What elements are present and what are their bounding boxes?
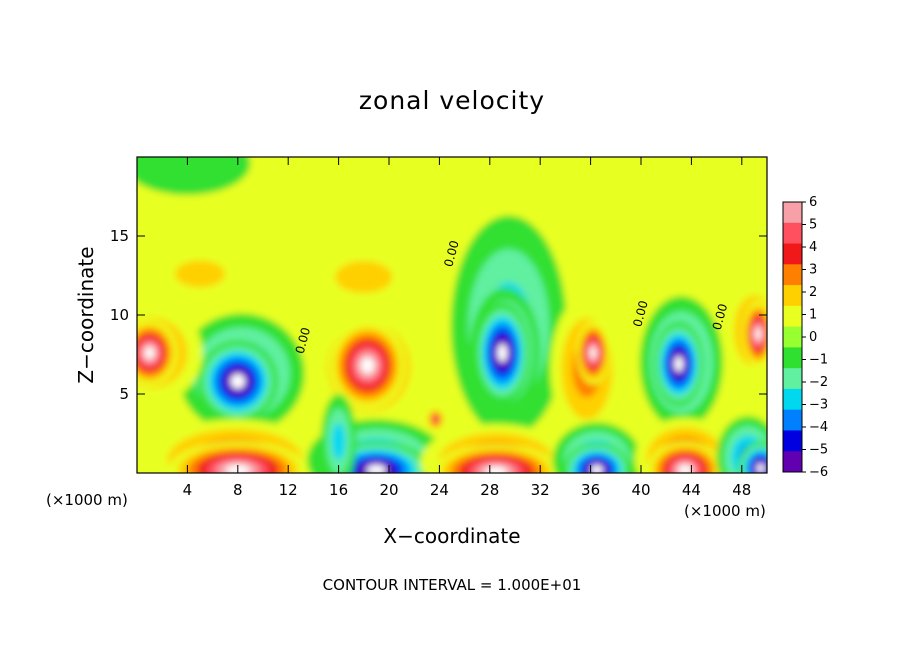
field-blob-26-level-10 — [756, 463, 765, 473]
y-axis-label: Z−coordinate — [74, 246, 98, 384]
x-tick-label: 20 — [379, 481, 398, 499]
colorbar-label: 6 — [809, 195, 817, 210]
x-tick-label: 36 — [581, 481, 600, 499]
colorbar-swatch — [783, 430, 802, 452]
field-blob-30-level-3 — [331, 422, 346, 461]
field-blob-4-level-10 — [230, 374, 245, 389]
contour-label: 0.00 — [441, 239, 461, 268]
field-layer — [137, 157, 767, 473]
field-blob-22-level-10 — [590, 465, 603, 473]
colorbar-swatch — [783, 347, 802, 369]
field-blob-31-level-5 — [432, 416, 439, 423]
colorbar-swatch — [783, 243, 802, 265]
field-blob-10-level-10 — [590, 347, 597, 359]
x-unit-label-right: (×1000 m) — [684, 502, 766, 520]
colorbar-label: 2 — [809, 285, 817, 300]
field-blob-29-level-1 — [137, 157, 251, 195]
colorbar-label: 3 — [809, 263, 817, 278]
colorbar-swatch — [783, 388, 802, 411]
field-blob-24-level-10 — [678, 464, 692, 473]
field-blob-6-level-10 — [674, 356, 684, 372]
field-blob-18-level-10 — [366, 464, 387, 473]
x-tick-label: 40 — [631, 481, 650, 499]
field-blob-14-level-10 — [755, 328, 762, 340]
field-blob-20-level-10 — [484, 466, 508, 473]
field-blob-27-level-2 — [175, 260, 225, 288]
contour-label: 0.00 — [630, 299, 650, 328]
colorbar-label: −4 — [809, 420, 828, 435]
colorbar-label: 1 — [809, 308, 817, 323]
colorbar-swatch — [783, 326, 802, 348]
chart-title: zonal velocity — [358, 86, 546, 115]
colorbar-swatch — [783, 451, 802, 473]
field-blob-2-level-10 — [497, 343, 508, 362]
x-tick-label: 32 — [531, 481, 550, 499]
colorbar-label: 5 — [809, 218, 817, 233]
field-blob-12-level-10 — [144, 347, 155, 359]
colorbar-label: 0 — [809, 330, 817, 345]
colorbar-swatch — [783, 368, 802, 390]
x-tick-label: 12 — [279, 481, 298, 499]
x-tick-label: 44 — [682, 481, 701, 499]
y-tick-label: 10 — [110, 306, 129, 324]
colorbar-label: −5 — [809, 443, 828, 458]
colorbar-swatch — [783, 285, 802, 307]
contour-interval-note: CONTOUR INTERVAL = 1.000E+01 — [322, 576, 582, 594]
colorbar-label: −1 — [809, 353, 828, 368]
x-tick-label: 8 — [233, 481, 243, 499]
field-blob-8-level-10 — [360, 357, 375, 374]
x-tick-label: 28 — [480, 481, 499, 499]
y-tick-label: 5 — [119, 385, 129, 403]
x-tick-label: 48 — [732, 481, 751, 499]
colorbar-swatch — [783, 222, 802, 245]
heatmap-field — [137, 157, 767, 473]
contour-label: 0.00 — [710, 302, 730, 331]
x-tick-label: 4 — [183, 481, 193, 499]
colorbar-label: −6 — [809, 465, 828, 480]
colorbar-label: 4 — [809, 240, 817, 255]
contour-lines: 0.00 0.00 0.00 0.00 — [293, 239, 730, 355]
field-blob-28-level-2 — [335, 261, 393, 294]
x-axis-label: X−coordinate — [383, 524, 521, 548]
colorbar-swatch — [783, 202, 802, 224]
colorbar-label: −2 — [809, 375, 828, 390]
x-tick-label: 16 — [329, 481, 348, 499]
contour-label: 0.00 — [293, 326, 313, 355]
y-tick-label: 15 — [110, 227, 129, 245]
x-unit-label-left: (×1000 m) — [46, 491, 128, 509]
colorbar-legend: 6 5 4 3 2 1 0 −1 −2 −3 −4 −5 −6 — [782, 195, 828, 480]
x-tick-label: 24 — [430, 481, 449, 499]
colorbar-label: −3 — [809, 398, 828, 413]
colorbar-swatch — [783, 305, 802, 328]
colorbar-swatch — [783, 409, 802, 431]
colorbar-swatch — [783, 264, 802, 286]
